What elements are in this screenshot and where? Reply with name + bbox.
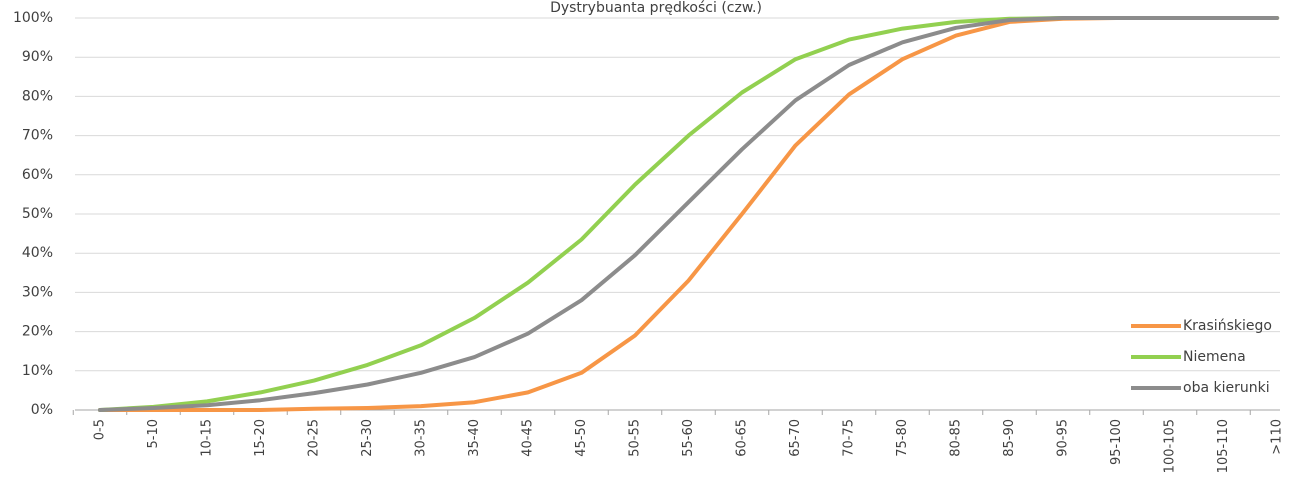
x-tick-label: 80-85 bbox=[949, 419, 964, 457]
x-tick-label: 30-35 bbox=[414, 419, 429, 457]
x-tick-label: 25-30 bbox=[360, 419, 375, 457]
x-tick-label: 65-70 bbox=[788, 419, 803, 457]
chart-title: Dystrybuanta prędkości (czw.) bbox=[550, 0, 762, 16]
y-tick-label: 30% bbox=[22, 284, 53, 300]
x-tick-label: 85-90 bbox=[1002, 419, 1017, 457]
x-tick-label: 70-75 bbox=[842, 419, 857, 457]
x-tick-label: 95-100 bbox=[1109, 419, 1124, 465]
x-tick-label: 15-20 bbox=[253, 419, 268, 457]
x-tick-label: 100-105 bbox=[1163, 419, 1178, 473]
x-tick-label: 35-40 bbox=[467, 419, 482, 457]
x-tick-label: 75-80 bbox=[895, 419, 910, 457]
y-tick-label: 100% bbox=[13, 10, 53, 26]
series-line bbox=[98, 16, 1279, 412]
y-axis: 0% 10% 20% 30% 40% 50% 60% 70% 80% 90% 100% bbox=[13, 10, 53, 418]
y-tick-label: 40% bbox=[22, 245, 53, 261]
x-tick-label: 5-10 bbox=[146, 419, 161, 449]
legend-label: oba kierunki bbox=[1183, 380, 1270, 396]
series-oba kierunki bbox=[98, 16, 1279, 412]
series-lines bbox=[98, 16, 1279, 412]
x-tick-label: 60-65 bbox=[735, 419, 750, 457]
x-tick-label: 20-25 bbox=[307, 419, 322, 457]
x-tick-label: 105-110 bbox=[1216, 419, 1231, 473]
legend-label: Krasińskiego bbox=[1183, 318, 1272, 334]
x-tick-label: 50-55 bbox=[628, 419, 643, 457]
y-tick-label: 70% bbox=[22, 128, 53, 144]
x-tick-label: 40-45 bbox=[521, 419, 536, 457]
y-tick-label: 60% bbox=[22, 167, 53, 183]
y-tick-label: 90% bbox=[22, 49, 53, 65]
legend-label: Niemena bbox=[1183, 349, 1246, 365]
x-axis: 0-5 5-10 10-15 15-20 20-25 25-30 30-35 35-40 40-… bbox=[72, 410, 1285, 473]
legend: Krasińskiego Niemena oba kierunki bbox=[1131, 318, 1272, 396]
y-tick-label: 80% bbox=[22, 88, 53, 104]
x-tick-label: 90-95 bbox=[1056, 419, 1071, 457]
y-tick-label: 50% bbox=[22, 206, 53, 222]
y-tick-label: 20% bbox=[22, 324, 53, 340]
x-tick-label: 0-5 bbox=[93, 419, 108, 440]
y-tick-label: 0% bbox=[31, 402, 53, 418]
x-tick-label: 45-50 bbox=[574, 419, 589, 457]
y-tick-label: 10% bbox=[22, 363, 53, 379]
x-tick-label: 55-60 bbox=[681, 419, 696, 457]
x-tick-label: >110 bbox=[1270, 419, 1285, 455]
x-tick-label: 10-15 bbox=[200, 419, 215, 457]
